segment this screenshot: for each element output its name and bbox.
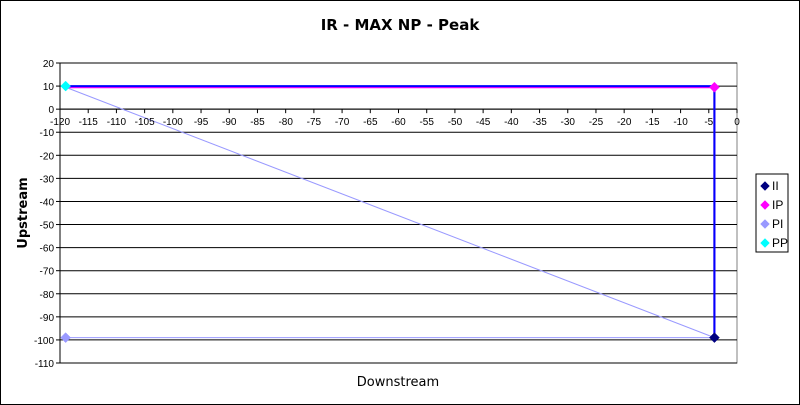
legend-marker-pp [760,238,770,248]
y-tick-label: -20 [40,151,55,162]
y-tick-label: -50 [40,221,55,232]
tick-labels: 20100-10-20-30-40-50-60-70-80-90-100-110… [34,59,740,370]
x-tick-label: 0 [734,117,740,128]
y-tick-label: 10 [43,82,55,93]
legend-label-pi: PI [772,217,783,231]
x-tick-label: -50 [448,117,463,128]
y-tick-label: -90 [40,313,55,324]
chart-title: IR - MAX NP - Peak [321,16,481,34]
y-tick-label: -70 [40,267,55,278]
point-ii [709,332,720,343]
y-tick-label: -10 [40,128,55,139]
x-tick-label: -45 [476,117,491,128]
x-tick-label: -20 [617,117,632,128]
x-tick-label: -105 [135,117,155,128]
x-tick-label: -10 [673,117,688,128]
axes [56,62,738,364]
y-tick-label: -60 [40,244,55,255]
x-tick-label: -25 [589,117,604,128]
x-tick-label: -65 [363,117,378,128]
x-tick-label: -55 [419,117,434,128]
x-tick-label: -120 [50,117,70,128]
x-tick-label: -70 [335,117,350,128]
point-pp [60,80,71,92]
y-tick-label: -40 [40,197,55,208]
y-axis-title: Upstream [16,177,31,248]
y-tick-label: 20 [43,59,55,70]
legend-label-ip: IP [772,198,783,212]
x-tick-label: -60 [391,117,406,128]
y-tick-label: -30 [40,174,55,185]
x-tick-label: -115 [79,117,99,128]
x-axis-title: Downstream [357,375,439,390]
legend-marker-ip [760,200,770,210]
legend-label-ii: II [772,179,779,193]
y-tick-label: -100 [34,336,54,347]
x-tick-label: -15 [645,117,660,128]
point-pi [60,332,71,343]
x-tick-label: -85 [250,117,265,128]
point-ip [709,81,720,93]
legend-marker-ii [760,181,770,191]
plot-area [59,62,738,364]
x-tick-label: -75 [307,117,322,128]
x-tick-label: -90 [222,117,237,128]
legend-label-pp: PP [772,236,788,250]
x-tick-label: -35 [532,117,547,128]
y-tick-label: -80 [40,290,55,301]
legend: II IP PI PP [755,173,789,253]
x-tick-label: -40 [504,117,519,128]
grid-lines [60,62,737,364]
x-tick-label: -95 [194,117,209,128]
x-tick-label: -100 [163,117,183,128]
x-tick-label: -30 [561,117,576,128]
x-tick-label: -110 [107,117,127,128]
x-tick-label: -5 [704,117,713,128]
legend-marker-pi [760,219,770,229]
x-tick-label: -80 [278,117,293,128]
series-layer [60,80,720,343]
y-tick-label: 0 [48,105,54,116]
y-tick-label: -110 [35,359,55,370]
